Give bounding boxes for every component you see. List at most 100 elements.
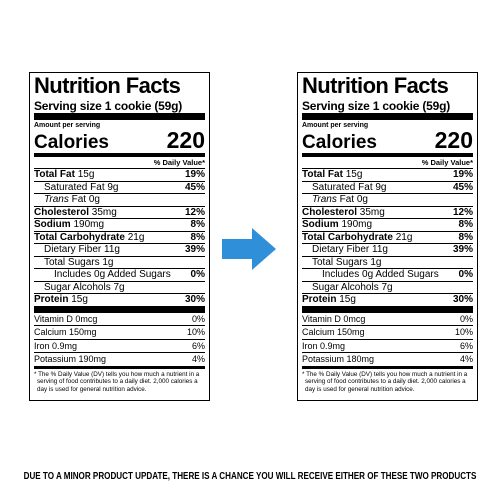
nutrient: Total Sugars 1g [312,257,382,269]
nutrient-name: Sugar Alcohols 7g [44,281,125,293]
nutrient-name: Total Fat [302,169,343,180]
nutrient: Trans Fat 0g [44,194,100,206]
nutrient-row: Total Carbohydrate 21g 8% [302,231,473,244]
nutrient-row: Trans Fat 0g [302,194,473,207]
vitamin-name: Iron 0.9mg [34,340,78,351]
nutrient-row: Total Sugars 1g [34,257,205,269]
vitamins: Vitamin D 0mcg 0% Calcium 150mg 10% Iron 0.9… [302,313,473,366]
vitamin-row: Iron 0.9mg 6% [302,340,473,353]
vitamin-name: Vitamin D 0mcg [302,313,366,324]
nutrient-name: Total Carbohydrate [302,231,393,243]
vitamin-dv: 10% [186,327,205,337]
vitamin-row: Vitamin D 0mcg 0% [34,313,205,326]
nutrient-name: Sodium [302,219,339,230]
daily-value: 30% [452,294,473,305]
nutrient: Cholesterol 35mg [302,207,385,219]
nutrient-row: Total Fat 15g 19% [302,169,473,182]
vitamin-row: Iron 0.9mg 6% [34,340,205,353]
daily-value: 8% [458,231,473,243]
vitamin-row: Vitamin D 0mcg 0% [302,313,473,326]
nutrient-amount: Fat 0g [339,194,368,205]
nutrient-amount: 190mg [73,219,105,230]
nutrition-label: Nutrition Facts Serving size 1 cookie (59… [29,72,210,401]
vitamin-name: Potassium 190mg [34,354,107,364]
vitamin-dv: 4% [459,354,473,364]
nutrient: Dietary Fiber 11g [44,244,120,256]
calories-row: Calories 220 [34,127,205,157]
nutrient: Cholesterol 35mg [34,207,117,219]
nutrient: Saturated Fat 9g [312,182,387,194]
vitamin-dv: 6% [459,340,473,351]
nutrient-row: Dietary Fiber 11g 39% [34,244,205,257]
nutrient: Protein 15g [302,294,356,306]
vitamin-name: Calcium 150mg [302,327,365,337]
nutrient-row: Cholesterol 35mg 12% [34,207,205,219]
daily-value: 39% [452,244,473,255]
daily-value: 0% [190,269,205,280]
daily-value: 39% [184,244,205,255]
nutrient: Sugar Alcohols 7g [312,282,393,294]
footnote: * The % Daily Value (DV) tells you how m… [34,370,200,393]
calories-value: 220 [434,127,473,153]
nutrient-name: Sugar Alcohols 7g [312,281,393,293]
nutrient-row: Saturated Fat 9g 45% [302,181,473,194]
vitamin-dv: 0% [459,313,473,324]
nutrient-amount: 15g [339,294,356,305]
daily-value: 19% [452,169,473,180]
nutrient-row: Trans Fat 0g [34,194,205,207]
nutrient: Sodium 190mg [302,219,372,231]
daily-value: 8% [190,219,205,230]
calories-label: Calories [34,132,109,153]
title: Nutrition Facts [34,73,181,98]
nutrient-amount: 190mg [341,219,373,230]
nutrient-row: Sodium 190mg 8% [34,219,205,232]
nutrient: Sugar Alcohols 7g [44,282,125,294]
nutrient-name: Total Carbohydrate [34,231,125,243]
vitamin-name: Potassium 180mg [302,354,375,364]
vitamin-row: Potassium 190mg 4% [34,353,205,366]
nutrient: Dietary Fiber 11g [312,244,388,256]
nutrient-row: Cholesterol 35mg 12% [302,206,473,219]
daily-value: 0% [458,269,473,280]
nutrient-name: Total Sugars 1g [44,256,114,268]
nutrient-amount: 21g [395,231,413,243]
vitamin-name: Calcium 150mg [34,327,97,337]
amount-per-serving: Amount per serving [34,122,101,129]
nutrient: Includes 0g Added Sugars [54,269,171,281]
nutrient-amount: 15g [77,169,95,180]
daily-value: 45% [452,181,473,193]
nutrient-row: Saturated Fat 9g 45% [34,182,205,194]
nutrient-name: Total Fat [34,169,75,180]
nutrition-label: Nutrition Facts Serving size 1 cookie (59… [297,72,478,401]
vitamin-row: Potassium 180mg 4% [302,353,473,366]
nutrient-row: Total Fat 15g 19% [34,169,205,182]
vitamin-dv: 4% [191,354,205,364]
footnote: * The % Daily Value (DV) tells you how m… [302,370,468,393]
nutrient-amount: 21g [127,231,145,243]
nutrient: Protein 15g [34,294,88,306]
nutrient: Includes 0g Added Sugars [322,269,439,281]
nutrient: Saturated Fat 9g [44,182,119,194]
title: Nutrition Facts [302,73,449,98]
nutrient: Total Fat 15g [34,169,94,181]
nutrient-row: Protein 15g 30% [34,294,205,307]
nutrient: Total Carbohydrate 21g [34,232,144,244]
daily-value: 8% [190,231,205,243]
dv-header: % Daily Value* [34,157,205,169]
calories-value: 220 [166,127,205,153]
vitamin-row: Calcium 150mg 10% [302,326,473,340]
amount-per-serving: Amount per serving [302,122,369,129]
daily-value: 12% [452,206,473,218]
nutrient-row: Dietary Fiber 11g 39% [302,244,473,257]
nutrient-name: Protein [302,294,337,305]
nutrient-amount: 35mg [91,206,117,218]
nutrient-name: Sodium [34,219,71,230]
nutrient-name: Includes 0g Added Sugars [322,269,439,280]
nutrient-name: Cholesterol [302,206,358,218]
nutrient: Total Sugars 1g [44,257,114,269]
nutrient-name: Protein [34,294,69,305]
nutrient-amount: Fat 0g [71,194,100,205]
nutrient-name: Total Sugars 1g [312,256,382,268]
divider [34,306,205,313]
nutrient-row: Sugar Alcohols 7g [34,282,205,294]
